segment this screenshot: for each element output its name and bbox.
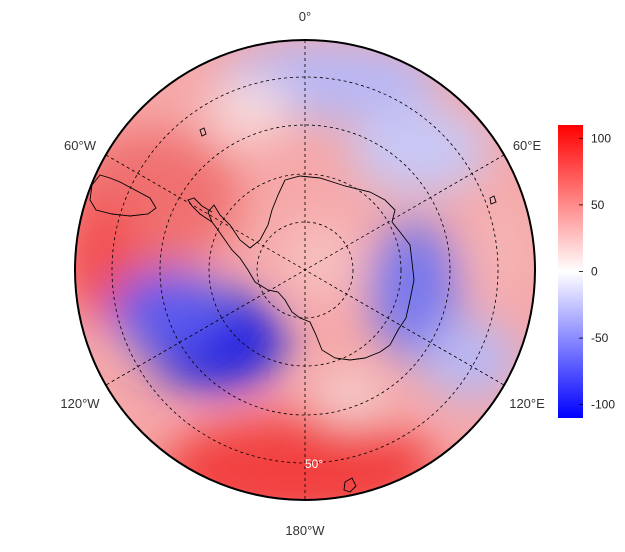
meridian-label-60w: 60°W (64, 138, 97, 153)
latitude-circle (111, 76, 499, 464)
colorbar: 100 50 0 -50 -100 (558, 125, 615, 418)
south-georgia (199, 127, 207, 137)
latitude-label: 50° (305, 457, 323, 471)
meridian-label-120e: 120°E (509, 396, 545, 411)
antarctic-peninsula (187, 197, 213, 223)
kerguelen (489, 195, 497, 205)
map-boundary (74, 39, 536, 501)
meridian-label-0: 0° (299, 9, 311, 24)
colorbar-tick-label: 0 (591, 265, 598, 279)
colorbar-tick-label: 100 (591, 131, 611, 145)
meridian-line (105, 154, 505, 386)
south-america-tip (89, 174, 157, 217)
latitude-circle (256, 221, 354, 319)
meridian-label-60e: 60°E (513, 138, 542, 153)
latitude-circle (159, 124, 451, 416)
antarctica-outline (207, 175, 415, 361)
meridian-label-120w: 120°W (60, 396, 100, 411)
colorbar-gradient (558, 125, 583, 418)
colorbar-tick-label: -100 (591, 398, 615, 412)
colorbar-ticks: 100 50 0 -50 -100 (579, 131, 615, 412)
colorbar-tick-label: 50 (591, 198, 605, 212)
anomaly-field (75, 40, 535, 500)
coastline (89, 127, 497, 493)
graticule (105, 40, 505, 500)
colorbar-tick-label: -50 (591, 331, 609, 345)
meridian-label-180w: 180°W (285, 523, 325, 538)
new-zealand (343, 477, 357, 493)
